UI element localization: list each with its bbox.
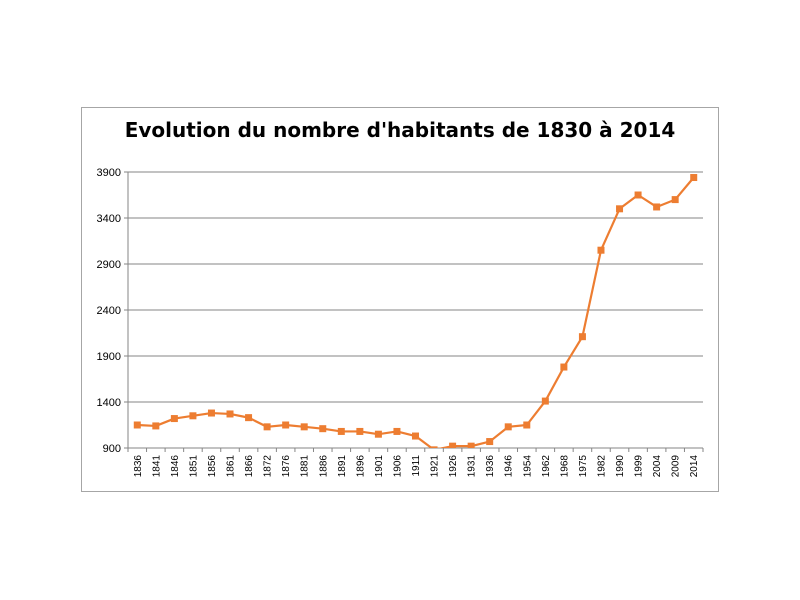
x-tick-label: 1936 [485,455,496,478]
x-tick-label: 1866 [244,455,255,478]
data-point-1861 [226,410,234,418]
data-point-1946 [504,423,512,431]
data-point-1921 [430,446,438,448]
chart-title: Evolution du nombre d'habitants de 1830 … [124,118,676,142]
data-point-1841 [152,422,160,430]
x-tick-label: 1836 [133,455,144,478]
data-point-1990 [616,205,624,213]
data-point-1856 [207,409,215,417]
x-tick-label: 1968 [559,455,570,478]
y-tick-label: 1900 [97,351,121,363]
x-tick-label: 1921 [430,455,441,478]
data-point-1982 [597,246,605,254]
data-point-1896 [356,427,364,435]
series-markers [133,174,698,448]
x-tick-label: 1856 [207,455,218,478]
y-tick-label: 900 [103,443,121,455]
data-point-1886 [319,425,327,433]
x-tick-label: 1872 [263,455,274,478]
data-point-1872 [263,423,271,431]
data-point-1851 [189,412,197,420]
grid-lines [128,171,703,403]
data-point-1968 [560,363,568,371]
data-point-1836 [133,421,141,429]
x-tick-label: 1851 [188,455,199,478]
x-tick-label: 1926 [448,455,459,478]
x-tick-label: 1911 [411,455,422,477]
data-point-2009 [671,196,679,204]
data-point-1911 [412,432,419,440]
data-point-1906 [393,427,401,435]
x-tick-label: 1891 [337,455,348,478]
y-tick-label: 3900 [97,167,121,179]
y-tick-label: 2900 [97,259,121,271]
x-tick-label: 1896 [355,455,366,478]
x-tick-label: 1841 [151,455,162,478]
y-tick-label: 2400 [97,305,121,317]
chart-frame [81,107,719,492]
y-tick-label: 3400 [97,213,121,225]
data-point-1999 [634,191,642,199]
x-tick-label: 2014 [689,455,700,478]
data-point-1962 [541,397,549,405]
data-point-2004 [653,203,661,211]
data-point-1846 [170,415,178,423]
x-tick-label: 1906 [392,455,403,478]
x-tick-label: 1990 [615,455,626,478]
data-point-1891 [337,427,345,435]
y-tick-labels: 900 1400 1900 2400 2900 3400 3900 [97,167,121,455]
x-tick-label: 1999 [634,455,645,478]
x-tick-label: 1975 [578,455,589,478]
y-tick-label: 1400 [97,397,121,409]
x-tick-label: 2009 [671,455,682,478]
x-tick-label: 1886 [318,455,329,478]
x-tick-label: 1946 [504,455,515,478]
data-point-1866 [245,414,253,422]
data-point-2014 [690,174,698,182]
data-point-1975 [578,333,586,341]
x-tick-label: 1876 [281,455,292,478]
x-tick-label: 1861 [226,455,237,478]
x-tick-labels: 1836 1841 1846 1851 1856 1861 1866 1872 1876 1881… [133,455,700,478]
x-tick-label: 1901 [374,455,385,478]
data-point-1901 [374,430,382,438]
x-tick-label: 1881 [300,455,311,478]
x-tick-label: 1846 [170,455,181,478]
data-point-1926 [449,442,457,448]
axes [124,171,704,452]
data-point-1931 [467,442,475,448]
x-tick-label: 1962 [541,455,552,478]
data-point-1936 [486,438,494,446]
data-point-1876 [282,421,290,429]
data-point-1954 [523,421,531,429]
x-tick-label: 2004 [652,455,663,478]
data-point-1881 [300,423,308,431]
x-tick-label: 1982 [596,455,607,478]
x-tick-label: 1954 [522,455,533,478]
x-tick-label: 1931 [467,455,478,478]
